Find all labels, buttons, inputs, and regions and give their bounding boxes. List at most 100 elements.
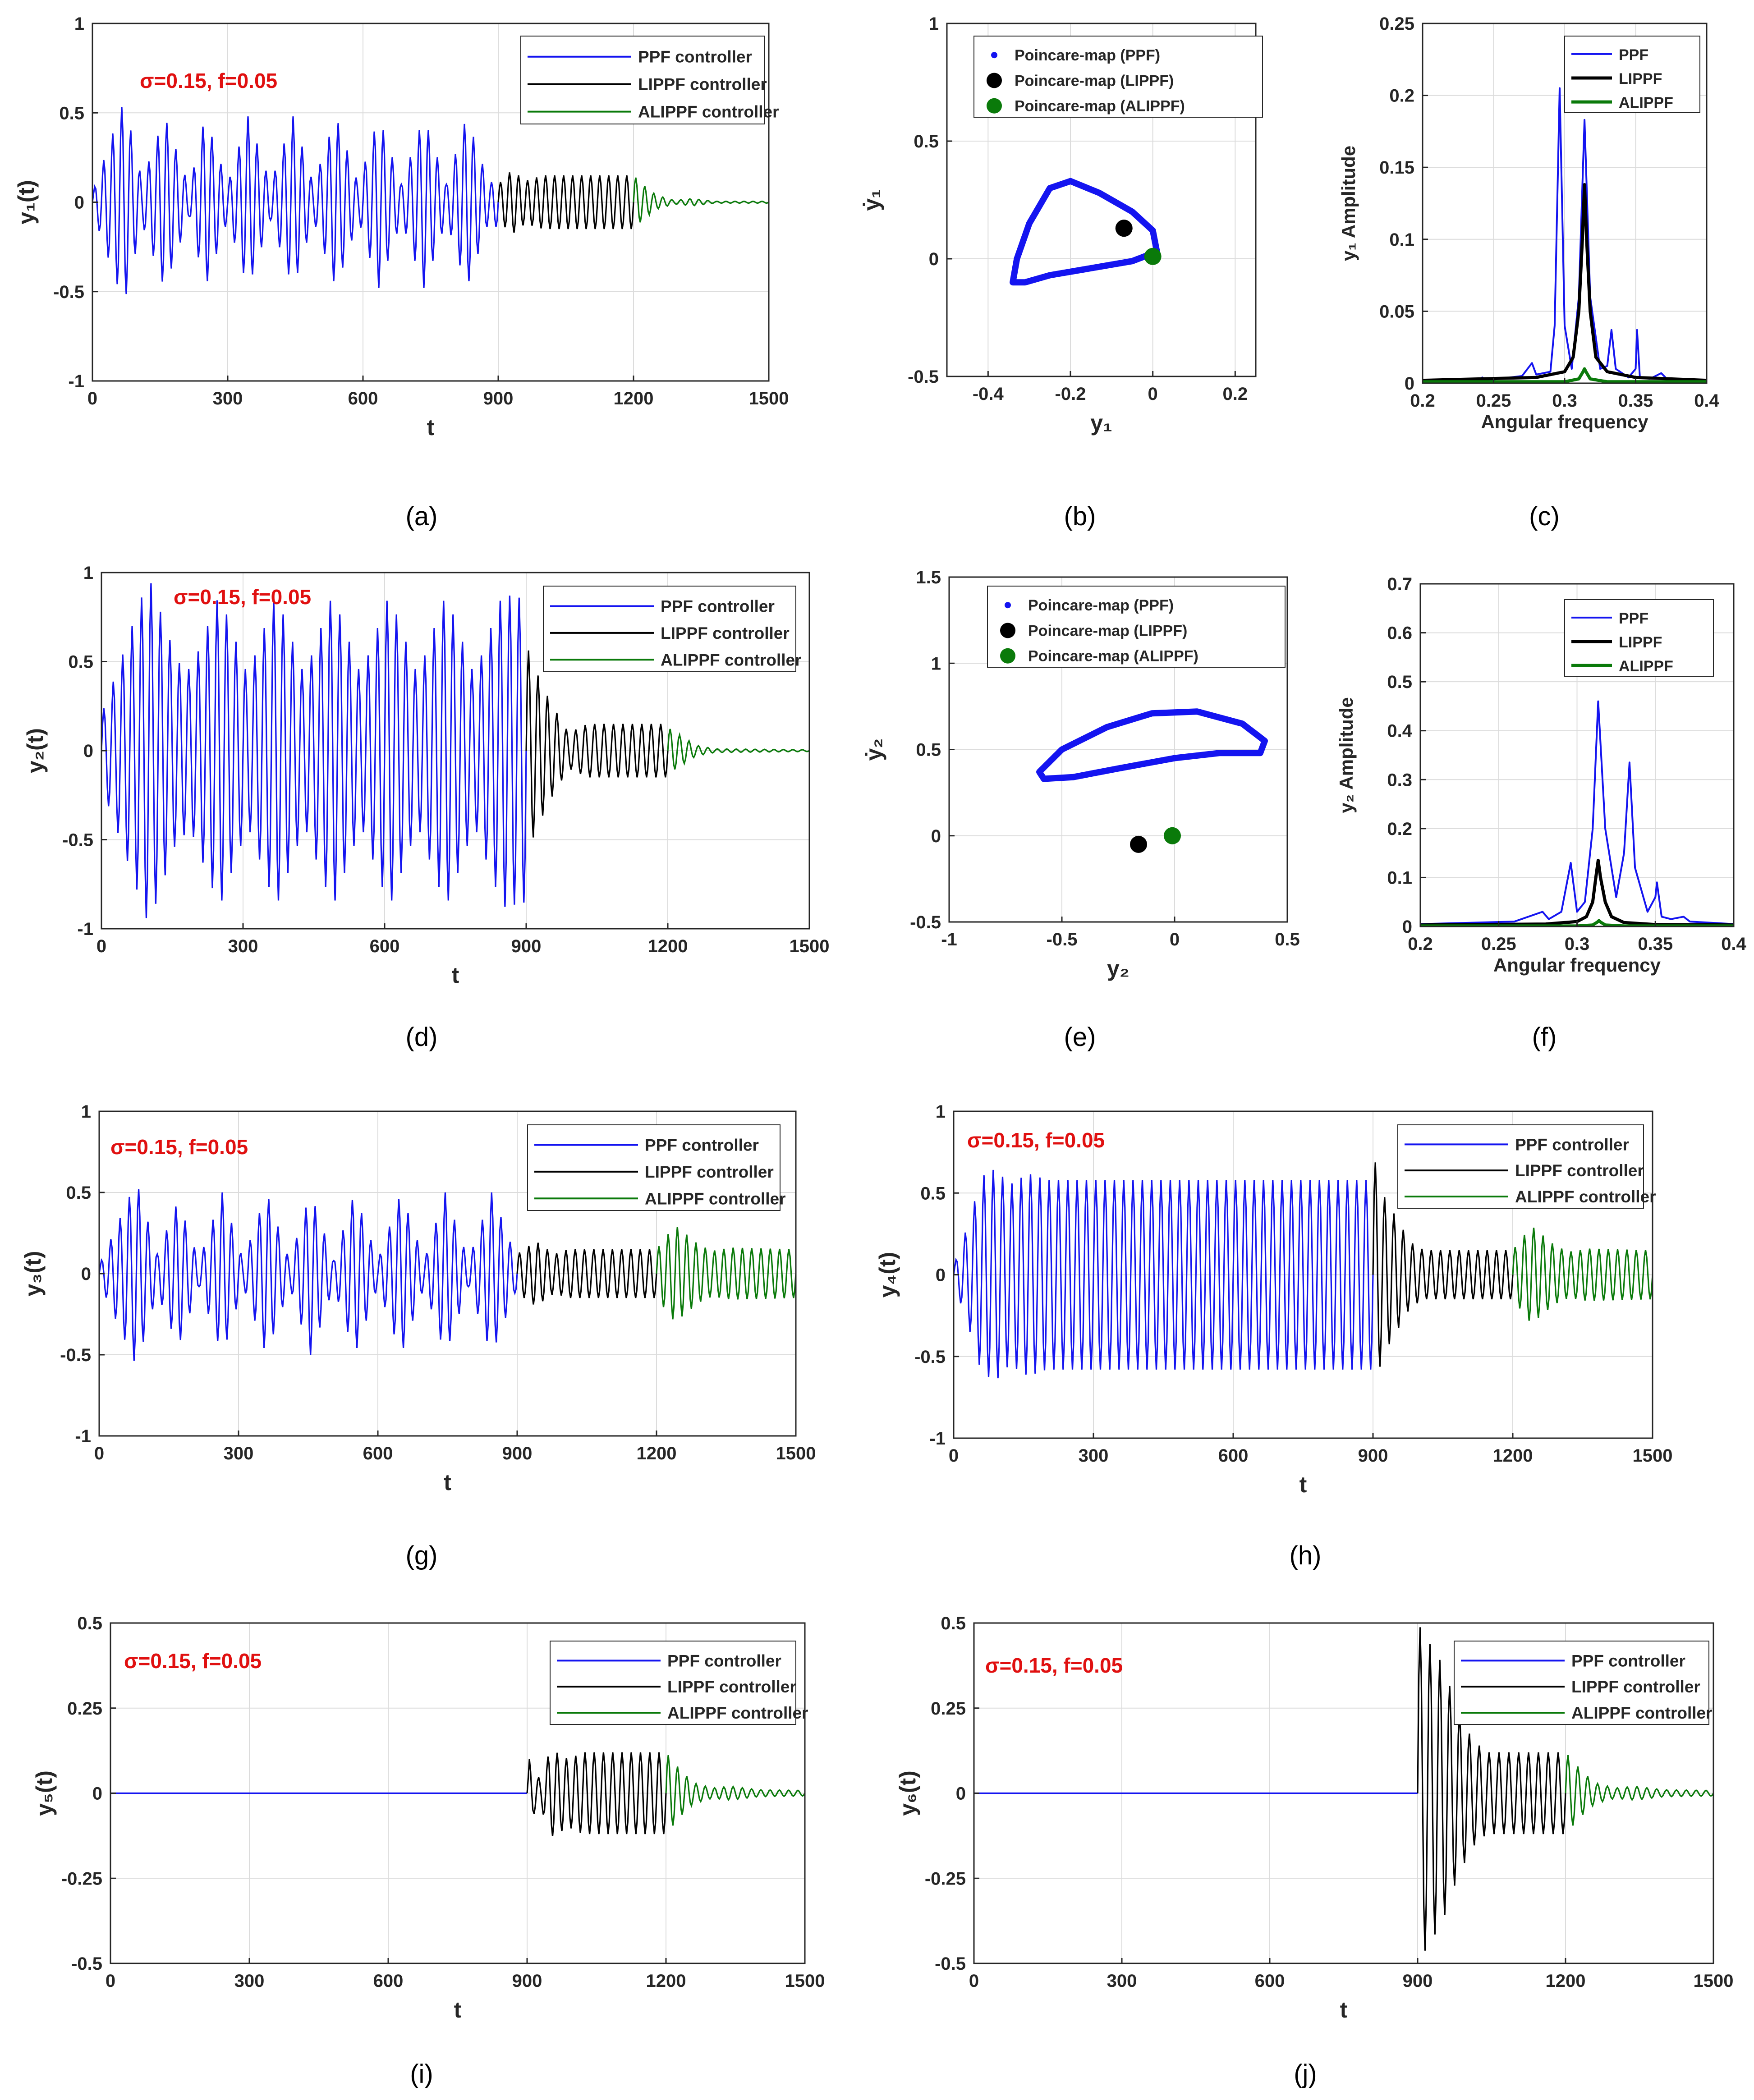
legend: PPF controller LIPPF controller ALIPPF con… <box>520 36 779 124</box>
x-tick-label: -1 <box>941 930 957 949</box>
series-line-alippf <box>656 1227 796 1320</box>
y-axis-label: ẏ₁ <box>859 189 884 211</box>
y-tick-label: -0.5 <box>53 282 84 302</box>
x-tick-label: 600 <box>348 389 378 408</box>
panel-label: (g) <box>406 1541 438 1570</box>
legend-box <box>543 586 796 672</box>
x-tick-label: 0.25 <box>1476 391 1511 411</box>
y-tick-label: -0.5 <box>910 912 941 932</box>
series-line-lippf <box>1372 1162 1514 1367</box>
series-line-ppf <box>99 1189 518 1361</box>
series-line-lippf <box>1417 1627 1566 1951</box>
x-tick-label: 0 <box>87 389 97 408</box>
x-tick-label: 1200 <box>648 936 688 956</box>
legend: PPF LIPPF ALIPPF <box>1564 599 1714 677</box>
x-tick-label: 600 <box>370 936 400 956</box>
x-tick-label: 0 <box>106 1971 115 1991</box>
x-tick-label: 0.2 <box>1410 391 1435 411</box>
y-tick-label: 1.5 <box>916 568 941 587</box>
legend-entry: ALIPPF controller <box>1571 1704 1712 1722</box>
panel-label: (a) <box>406 502 438 531</box>
x-tick-label: 900 <box>512 1971 542 1991</box>
legend: PPF controller LIPPF controller ALIPPF con… <box>527 1124 785 1211</box>
panel-label: (e) <box>1064 1022 1096 1052</box>
legend-box <box>520 36 765 124</box>
x-tick-label: 0.3 <box>1565 934 1590 954</box>
y-axis-label: ẏ₂ <box>861 738 886 761</box>
legend-entry: ALIPPF controller <box>1515 1188 1656 1206</box>
legend-box <box>1564 599 1714 677</box>
legend-box <box>987 586 1286 668</box>
series-line-lippf <box>1423 183 1707 382</box>
legend: PPF LIPPF ALIPPF <box>1564 36 1700 113</box>
y-axis-label: y₁(t) <box>14 180 39 224</box>
y-axis-label: y₃(t) <box>20 1251 46 1297</box>
data-layer <box>101 583 809 918</box>
panel-label: (f) <box>1532 1022 1557 1052</box>
x-tick-label: 1200 <box>1546 1971 1586 1991</box>
panel-j: 0 300 600 900 1200 1500 -0.5 -0.25 0 0.25 0.5 t y₆(t… <box>895 1614 1733 2022</box>
x-tick-label: 0.3 <box>1552 391 1577 411</box>
series-line-alippf <box>1423 367 1707 383</box>
y-tick-label: -0.25 <box>925 1869 966 1889</box>
x-tick-label: 0.2 <box>1408 934 1433 954</box>
panel-c: 0.2 0.25 0.3 0.35 0.400.050.10.150.20.25Angu… <box>1338 14 1720 432</box>
legend-entry: LIPPF controller <box>638 75 767 94</box>
x-tick-label: 300 <box>228 936 258 956</box>
y-tick-label: -1 <box>77 919 93 939</box>
y-axis-label: y₂ Amplitude <box>1336 697 1357 813</box>
x-tick-label: 0.35 <box>1618 391 1653 411</box>
legend-marker <box>987 73 1002 88</box>
y-tick-label: 0.1 <box>1389 230 1414 250</box>
series-line-lippf <box>516 1243 657 1305</box>
series-line-ppf <box>101 583 527 918</box>
series-line-alippf <box>1420 919 1734 926</box>
x-tick-label: 1500 <box>776 1444 816 1463</box>
series-line-lippf <box>497 172 634 233</box>
y-tick-label: 1 <box>936 1102 946 1122</box>
y-tick-label: -0.5 <box>908 367 939 387</box>
x-tick-label: 300 <box>234 1971 265 1991</box>
legend-entry: Poincare-map (LIPPF) <box>1015 72 1174 89</box>
legend-box <box>1454 1641 1709 1725</box>
x-tick-label: 0.25 <box>1481 934 1516 954</box>
legend-entry: LIPPF <box>1619 70 1662 87</box>
x-tick-label: 900 <box>483 389 514 408</box>
legend-entry: PPF controller <box>638 48 752 66</box>
y-tick-label: 0.5 <box>77 1614 102 1633</box>
data-layer <box>92 107 769 294</box>
legend-entry: PPF <box>1619 46 1648 64</box>
parameter-annotation: σ=0.15, f=0.05 <box>110 1135 248 1159</box>
legend-entry: LIPPF <box>1619 634 1662 651</box>
x-tick-label: 600 <box>373 1971 404 1991</box>
y-tick-label: 0 <box>929 249 939 269</box>
y-tick-label: -0.5 <box>914 1347 946 1367</box>
y-tick-label: 0.25 <box>931 1699 966 1719</box>
legend-entry: Poincare-map (PPF) <box>1028 597 1174 614</box>
legend-entry: Poincare-map (LIPPF) <box>1028 622 1187 639</box>
legend-entry: ALIPPF controller <box>661 651 801 669</box>
x-tick-label: 0 <box>1170 930 1180 949</box>
x-tick-label: 300 <box>1079 1446 1109 1466</box>
x-axis-label: Angular frequency <box>1493 954 1661 976</box>
legend-marker <box>1000 623 1015 638</box>
x-tick-label: 300 <box>1107 1971 1137 1991</box>
legend-entry: ALIPPF <box>1619 94 1673 111</box>
y-tick-label: 0 <box>83 741 93 761</box>
y-tick-label: 0.05 <box>1379 302 1414 321</box>
series-line-alippf <box>665 1755 805 1826</box>
y-tick-label: -0.5 <box>935 1954 966 1974</box>
legend-entry: PPF controller <box>661 597 775 616</box>
x-tick-label: 1200 <box>637 1444 677 1463</box>
legend-entry: PPF controller <box>667 1651 781 1670</box>
legend-entry: Poincare-map (PPF) <box>1015 47 1160 64</box>
y-tick-label: 1 <box>74 14 84 34</box>
y-axis-label: y₆(t) <box>895 1770 920 1816</box>
x-tick-label: 300 <box>224 1444 254 1463</box>
panel-label: (j) <box>1294 2059 1317 2089</box>
x-tick-label: 0 <box>969 1971 979 1991</box>
panel-d: 0 300 600 900 1200 1500 -1 -0.5 0 0.5 1 t y₂(t) σ=0.1… <box>23 563 829 988</box>
legend-marker <box>1005 602 1011 609</box>
legend: Poincare-map (PPF) Poincare-map (LIPPF) Po… <box>987 586 1286 668</box>
axes-frame <box>946 23 1257 377</box>
